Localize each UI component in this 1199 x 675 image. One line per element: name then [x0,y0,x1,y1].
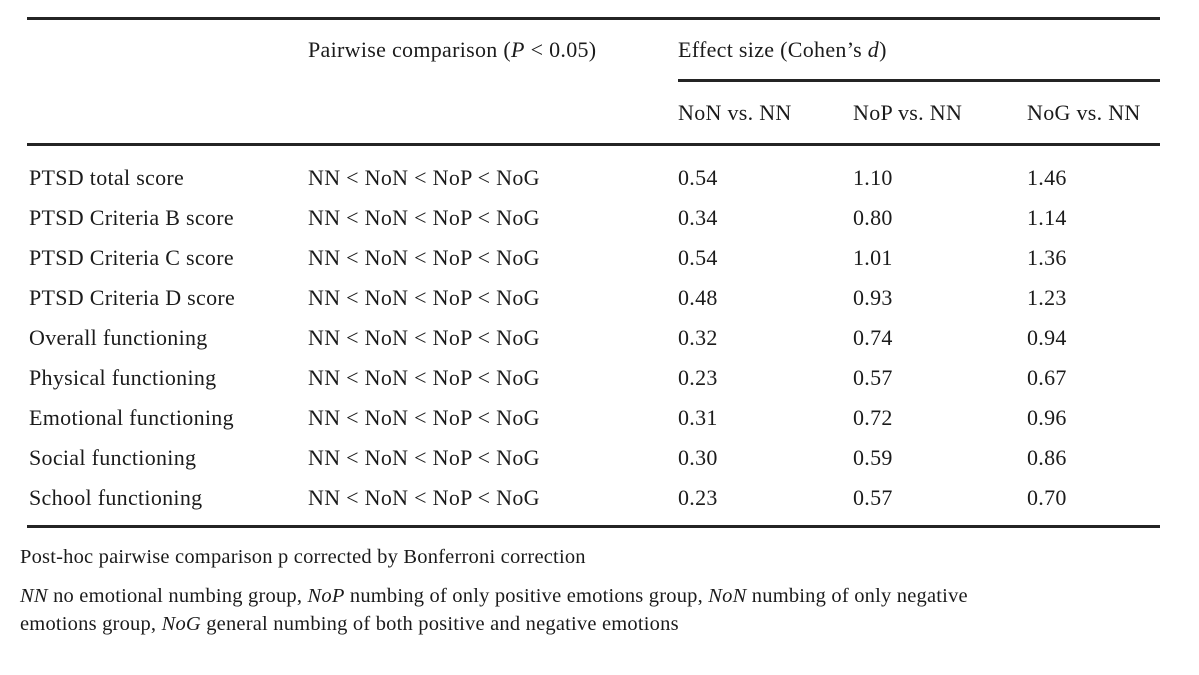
effect-nog-cell: 0.96 [1027,405,1067,430]
row-label: School functioning [29,485,203,510]
abbrev-nog: NoG [161,613,201,635]
pairwise-header-italic-p: P [511,37,525,63]
table-row: Overall functioning NN < NoN < NoP < NoG… [27,318,1160,358]
subheader-empty-cell-2 [308,80,678,146]
effect-nog-cell: 1.23 [1027,285,1067,310]
effect-nog-cell: 0.86 [1027,445,1067,470]
effect-nop-cell: 0.72 [853,405,893,430]
row-label: Physical functioning [29,365,217,390]
effect-non-cell: 0.34 [678,205,718,230]
effect-nop-cell: 0.93 [853,285,893,310]
effect-non-cell: 0.32 [678,325,718,350]
effect-nop-cell: 0.59 [853,445,893,470]
column-header-row: NoN vs. NN NoP vs. NN NoG vs. NN [27,80,1160,146]
effect-nop-cell: 0.74 [853,325,893,350]
pairwise-cell: NN < NoN < NoP < NoG [308,405,540,430]
pairwise-cell: NN < NoN < NoP < NoG [308,205,540,230]
effect-header-suffix: ) [879,36,887,62]
group-header-row: Pairwise comparison (P < 0.05) Effect si… [27,18,1160,82]
row-label: PTSD Criteria C score [29,245,234,270]
header-pairwise-comparison: Pairwise comparison (P < 0.05) [308,19,678,81]
effect-nog-cell: 0.94 [1027,325,1067,350]
effect-non-cell: 0.23 [678,485,718,510]
table-row: PTSD total score NN < NoN < NoP < NoG 0.… [27,145,1160,199]
table-row: PTSD Criteria C score NN < NoN < NoP < N… [27,238,1160,278]
abbrev-nop-def: numbing of only positive emotions group, [344,585,709,607]
footnote-bonferroni: Post-hoc pairwise comparison p corrected… [20,546,586,568]
table-row: School functioning NN < NoN < NoP < NoG … [27,478,1160,527]
abbrev-nop: NoP [307,585,345,607]
row-label: PTSD Criteria D score [29,285,236,310]
abbrev-nn: NN [20,585,48,607]
row-label: PTSD Criteria B score [29,205,234,230]
abbrev-nn-def: no emotional numbing group, [47,585,308,607]
effect-nog-cell: 0.70 [1027,485,1067,510]
row-label: Emotional functioning [29,405,234,430]
header-effect-size: Effect size (Cohen’s d) [678,18,1160,82]
abbrev-nog-def: general numbing of both positive and neg… [200,613,679,635]
effect-nog-cell: 1.36 [1027,245,1067,270]
column-header-nog-vs-nn: NoG vs. NN [1027,80,1160,146]
abbrev-non-def-cont: emotions group, [20,613,162,635]
effect-nop-cell: 1.01 [853,245,893,270]
effect-nog-cell: 0.67 [1027,365,1067,390]
abbrev-non: NoN [708,585,747,607]
pairwise-cell: NN < NoN < NoP < NoG [308,285,540,310]
header-empty-cell [27,19,308,81]
table-row: PTSD Criteria B score NN < NoN < NoP < N… [27,198,1160,238]
effect-nog-cell: 1.14 [1027,205,1067,230]
table-row: Social functioning NN < NoN < NoP < NoG … [27,438,1160,478]
row-label: Social functioning [29,445,197,470]
effect-non-cell: 0.48 [678,285,718,310]
effect-non-cell: 0.54 [678,245,718,270]
effect-nog-cell: 1.46 [1027,165,1067,190]
column-header-nop-vs-nn: NoP vs. NN [853,80,1027,146]
effect-non-cell: 0.31 [678,405,718,430]
pairwise-cell: NN < NoN < NoP < NoG [308,325,540,350]
pairwise-cell: NN < NoN < NoP < NoG [308,165,540,190]
table-row: PTSD Criteria D score NN < NoN < NoP < N… [27,278,1160,318]
effect-nop-cell: 0.57 [853,485,893,510]
row-label: PTSD total score [29,165,185,190]
effect-header-italic-d: d [867,36,880,62]
pairwise-cell: NN < NoN < NoP < NoG [308,365,540,390]
subheader-empty-cell-1 [27,80,308,146]
pairwise-cell: NN < NoN < NoP < NoG [308,485,540,510]
pairwise-header-suffix: < 0.05) [524,37,597,63]
footnote-abbrev-line-2: emotions group, NoG general numbing of b… [20,610,1180,638]
effect-non-cell: 0.30 [678,445,718,470]
effect-non-cell: 0.23 [678,365,718,390]
pairwise-cell: NN < NoN < NoP < NoG [308,445,540,470]
effect-header-text: Effect size (Cohen’s [678,36,868,62]
column-header-non-vs-nn: NoN vs. NN [678,80,853,146]
effect-nop-cell: 0.57 [853,365,893,390]
table-row: Physical functioning NN < NoN < NoP < No… [27,358,1160,398]
effect-non-cell: 0.54 [678,165,718,190]
footnote-abbrev-line-1: NN no emotional numbing group, NoP numbi… [20,582,1180,610]
pairwise-cell: NN < NoN < NoP < NoG [308,245,540,270]
table-row: Emotional functioning NN < NoN < NoP < N… [27,398,1160,438]
results-table: Pairwise comparison (P < 0.05) Effect si… [27,17,1160,528]
effect-nop-cell: 1.10 [853,165,893,190]
footnote-abbreviations: NN no emotional numbing group, NoP numbi… [20,582,1180,638]
abbrev-non-def: numbing of only negative [746,585,968,607]
effect-nop-cell: 0.80 [853,205,893,230]
row-label: Overall functioning [29,325,208,350]
pairwise-header-text: Pairwise comparison ( [308,37,512,63]
